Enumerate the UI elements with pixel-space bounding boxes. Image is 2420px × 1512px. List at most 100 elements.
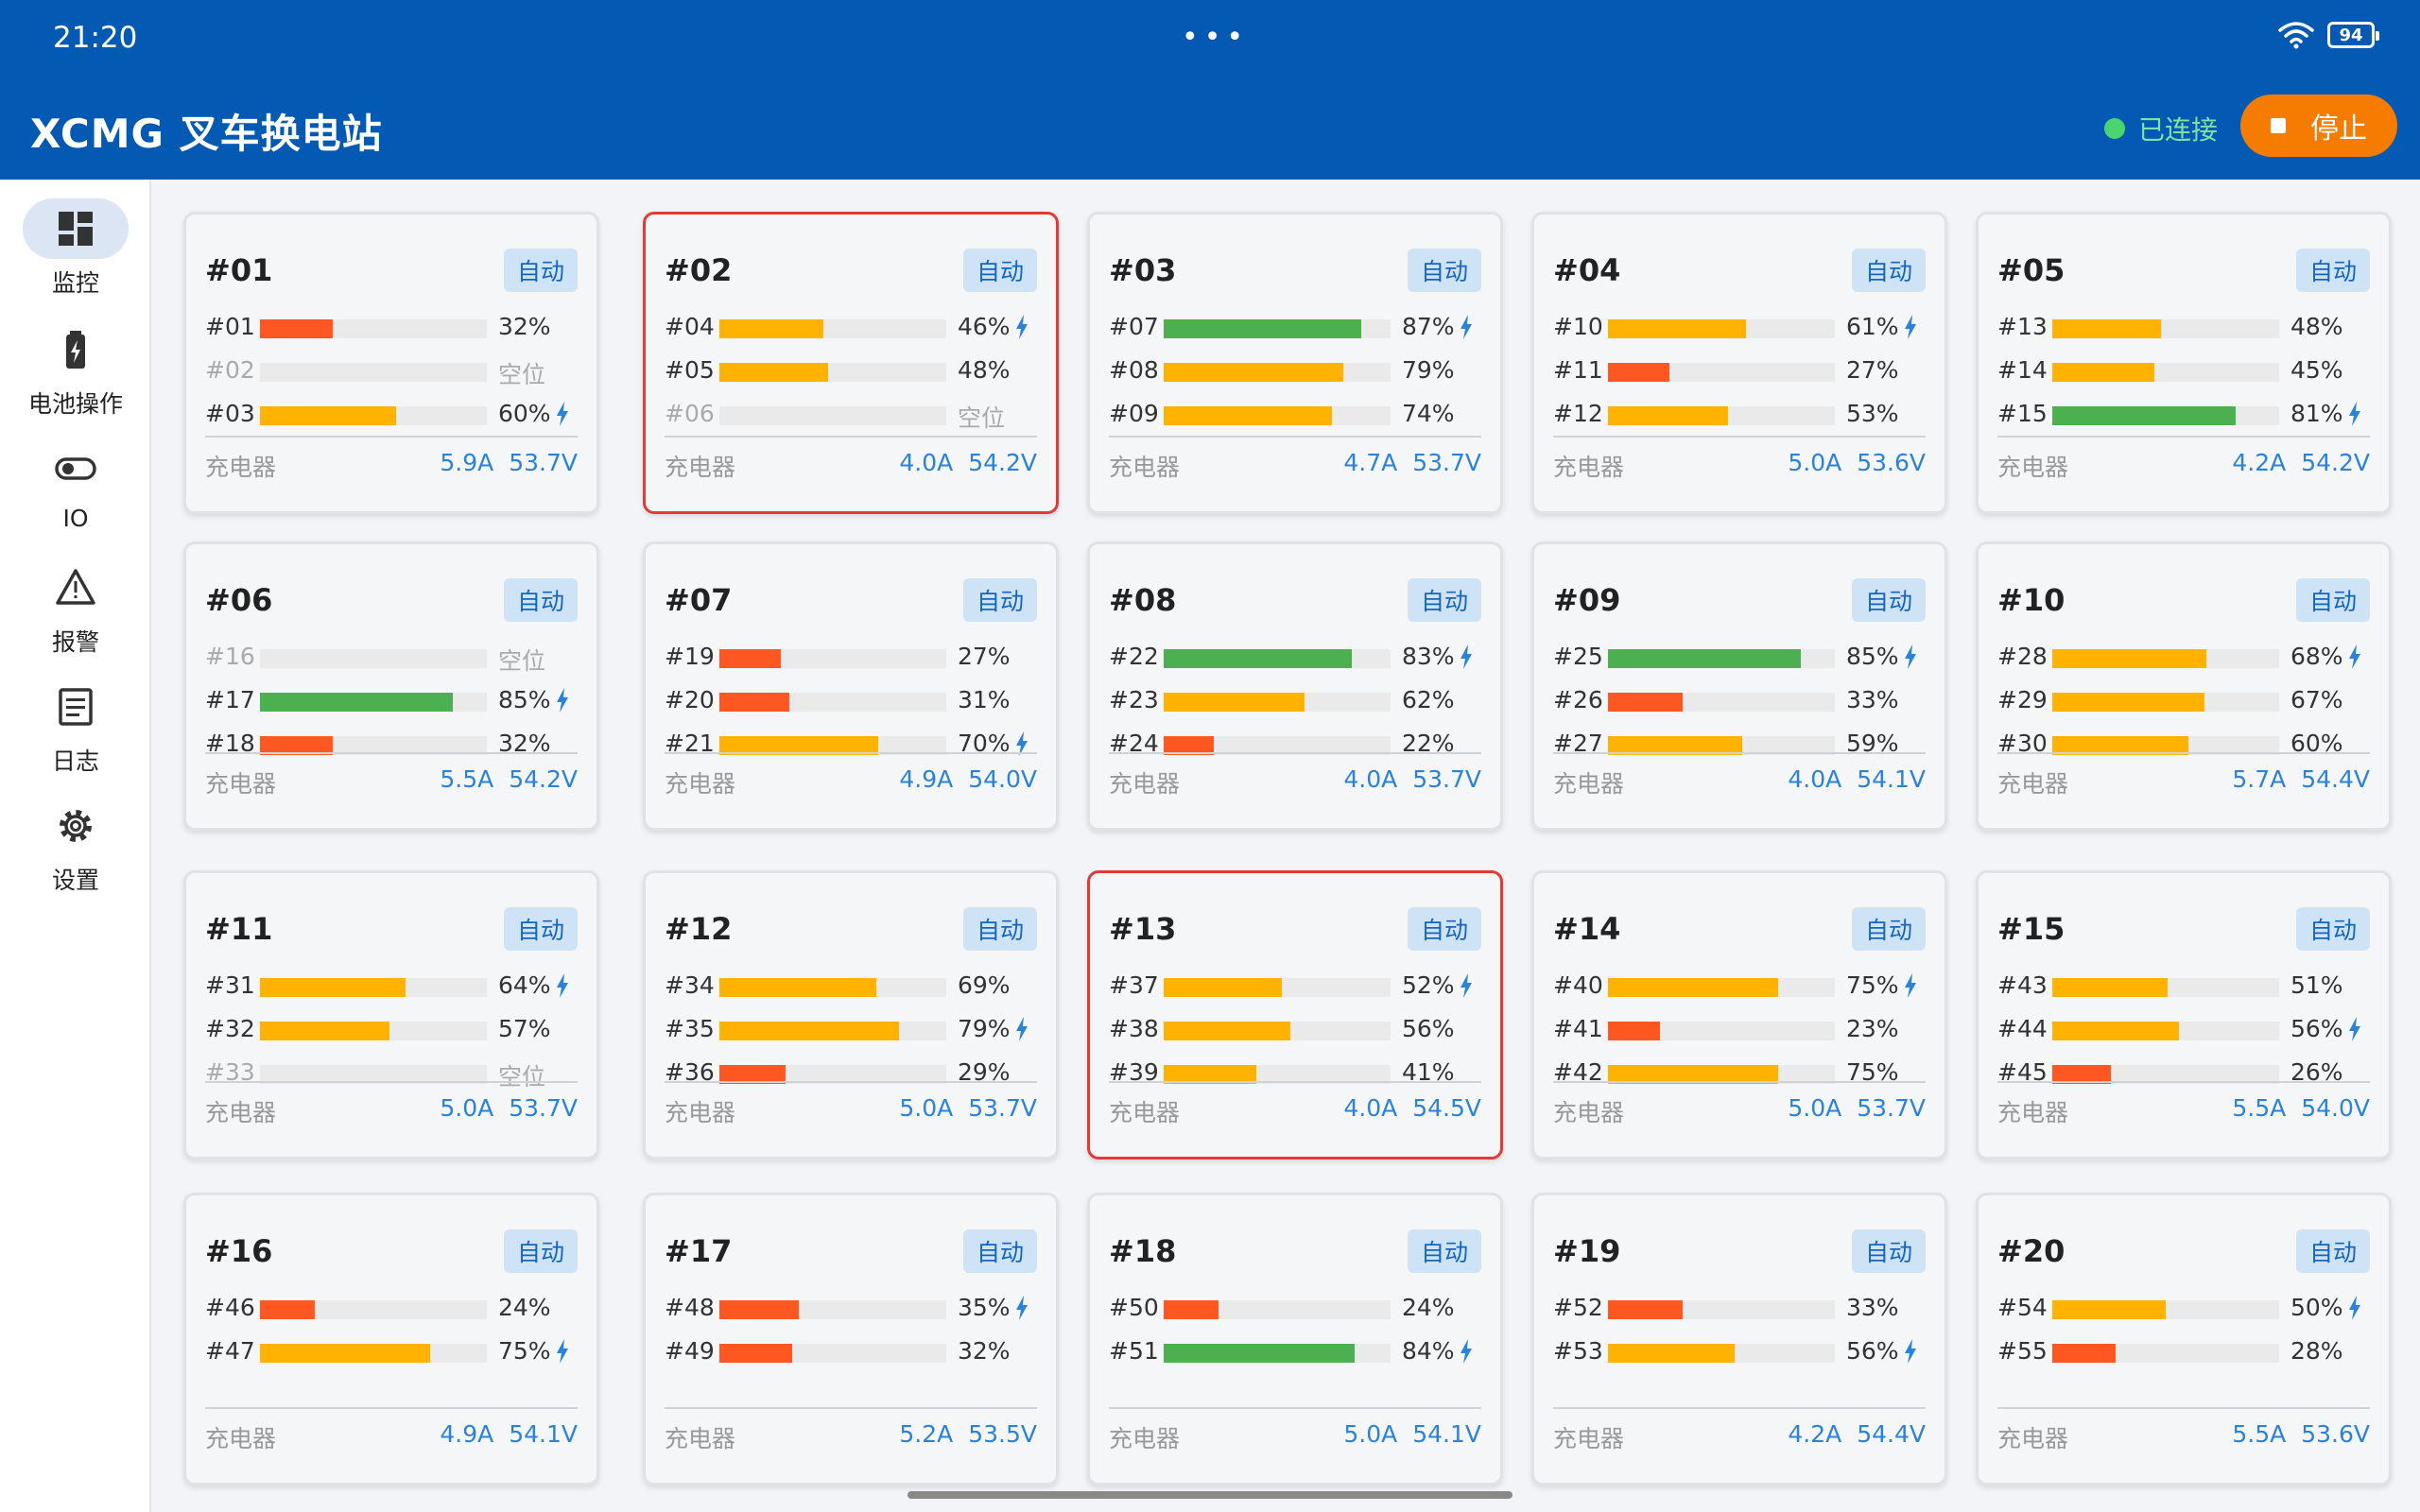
mode-badge[interactable]: 自动 bbox=[504, 1229, 578, 1273]
connection-status: 已连接 bbox=[2104, 110, 2218, 147]
charger-current: 5.2A bbox=[899, 1420, 954, 1448]
charge-bar-track bbox=[1608, 736, 1835, 755]
charger-voltage: 53.6V bbox=[2301, 1420, 2370, 1448]
charge-percent: 45% bbox=[2290, 356, 2343, 384]
station-card[interactable]: #08 自动 #22 83% #23 62% #24 22% 充电器 4.0A 53.7V bbox=[1087, 541, 1503, 831]
station-card[interactable]: #07 自动 #19 27% #20 31% #21 70% 充电器 4.9A 54.0V bbox=[643, 541, 1059, 831]
card-divider bbox=[1109, 1407, 1481, 1409]
charger-row: 充电器 5.0A 54.1V bbox=[1109, 1417, 1481, 1454]
station-card[interactable]: #17 自动 #48 35% #49 32% 充电器 5.2A 53.5V bbox=[643, 1193, 1059, 1486]
card-divider bbox=[665, 1407, 1037, 1409]
charger-label: 充电器 bbox=[665, 1099, 736, 1126]
station-card[interactable]: #09 自动 #25 85% #26 33% #27 59% 充电器 4.0A 54.1V bbox=[1531, 541, 1947, 831]
sidebar-item-io[interactable]: IO bbox=[0, 438, 151, 532]
mode-badge[interactable]: 自动 bbox=[2296, 249, 2370, 292]
battery-slot-row: #50 24% bbox=[1109, 1290, 1481, 1328]
charge-bar-fill bbox=[719, 1300, 799, 1319]
charger-row: 充电器 5.0A 53.7V bbox=[1553, 1091, 1926, 1128]
battery-slot-row: #46 24% bbox=[205, 1290, 578, 1328]
mode-badge[interactable]: 自动 bbox=[1852, 1229, 1926, 1273]
slot-id: #03 bbox=[205, 400, 255, 427]
charge-bar-track bbox=[719, 1065, 946, 1084]
charger-label: 充电器 bbox=[665, 1425, 736, 1452]
charge-bar-fill bbox=[2052, 363, 2154, 382]
station-id: #12 bbox=[665, 911, 733, 947]
battery-slot-row: #37 52% bbox=[1109, 968, 1481, 1005]
battery-slot-row: #15 81% bbox=[1997, 396, 2370, 434]
charge-bar-track bbox=[2052, 1344, 2279, 1363]
mode-badge[interactable]: 自动 bbox=[963, 1229, 1037, 1273]
station-card[interactable]: #04 自动 #10 61% #11 27% #12 53% 充电器 5.0A 53.6V bbox=[1531, 212, 1947, 514]
charger-label: 充电器 bbox=[1553, 454, 1625, 481]
charge-percent: 67% bbox=[2290, 686, 2343, 713]
station-card[interactable]: #10 自动 #28 68% #29 67% #30 60% 充电器 5.7A 54.4V bbox=[1976, 541, 2392, 831]
charge-percent: 56% bbox=[1846, 1337, 1899, 1365]
mode-badge[interactable]: 自动 bbox=[2296, 1229, 2370, 1273]
mode-badge[interactable]: 自动 bbox=[504, 907, 578, 951]
card-divider bbox=[205, 1081, 578, 1083]
mode-badge[interactable]: 自动 bbox=[963, 578, 1037, 622]
station-card[interactable]: #14 自动 #40 75% #41 23% #42 75% 充电器 5.0A 53.7V bbox=[1531, 870, 1947, 1160]
charge-bar-track bbox=[2052, 319, 2279, 338]
mode-badge[interactable]: 自动 bbox=[1408, 578, 1481, 622]
charger-row: 充电器 4.2A 54.4V bbox=[1553, 1417, 1926, 1454]
station-card[interactable]: #02 自动 #04 46% #05 48% #06 空位 充电器 4.0A 54.2V bbox=[643, 212, 1059, 514]
charge-percent: 60% bbox=[498, 400, 551, 427]
charge-bar-fill bbox=[1608, 1344, 1736, 1363]
slot-id: #07 bbox=[1109, 313, 1159, 340]
mode-badge[interactable]: 自动 bbox=[2296, 578, 2370, 622]
slot-id: #43 bbox=[1997, 971, 2048, 999]
station-card[interactable]: #03 自动 #07 87% #08 79% #09 74% 充电器 4.7A 53.7V bbox=[1087, 212, 1503, 514]
battery-slot-row: #06 空位 bbox=[665, 396, 1037, 434]
charger-voltage: 54.1V bbox=[1857, 765, 1926, 793]
charging-bolt-icon bbox=[1905, 973, 1916, 998]
charger-row: 充电器 5.9A 53.7V bbox=[205, 445, 578, 483]
station-card[interactable]: #05 自动 #13 48% #14 45% #15 81% 充电器 4.2A 54.2V bbox=[1976, 212, 2392, 514]
station-id: #18 bbox=[1109, 1233, 1177, 1269]
charge-percent: 35% bbox=[958, 1294, 1011, 1321]
charger-row: 充电器 4.2A 54.2V bbox=[1997, 445, 2370, 483]
mode-badge[interactable]: 自动 bbox=[1408, 249, 1481, 292]
charge-percent: 32% bbox=[958, 1337, 1011, 1365]
mode-badge[interactable]: 自动 bbox=[504, 578, 578, 622]
station-card[interactable]: #18 自动 #50 24% #51 84% 充电器 5.0A 54.1V bbox=[1087, 1193, 1503, 1486]
charger-row: 充电器 4.0A 54.5V bbox=[1109, 1091, 1481, 1128]
mode-badge[interactable]: 自动 bbox=[1852, 249, 1926, 292]
charge-bar-fill bbox=[719, 363, 829, 382]
charger-label: 充电器 bbox=[1997, 454, 2069, 481]
slot-id: #46 bbox=[205, 1294, 255, 1321]
station-card[interactable]: #01 自动 #01 32% #02 空位 #03 60% 充电器 5.9A 53.7V bbox=[183, 212, 599, 514]
mode-badge[interactable]: 自动 bbox=[2296, 907, 2370, 951]
charge-bar-track bbox=[2052, 363, 2279, 382]
mode-badge[interactable]: 自动 bbox=[963, 907, 1037, 951]
charge-percent: 79% bbox=[1402, 356, 1455, 384]
station-card[interactable]: #06 自动 #16 空位 #17 85% #18 32% 充电器 5.5A 54.2V bbox=[183, 541, 599, 831]
mode-badge[interactable]: 自动 bbox=[1408, 1229, 1481, 1273]
station-id: #03 bbox=[1109, 252, 1177, 288]
sidebar-item-log[interactable]: 日志 bbox=[0, 677, 151, 777]
charge-bar-track bbox=[1608, 1022, 1835, 1040]
mode-badge[interactable]: 自动 bbox=[963, 249, 1037, 292]
sidebar-item-monitor[interactable]: 监控 bbox=[0, 198, 151, 299]
mode-badge[interactable]: 自动 bbox=[1852, 578, 1926, 622]
sidebar-item-settings[interactable]: 设置 bbox=[0, 796, 151, 896]
station-card[interactable]: #20 自动 #54 50% #55 28% 充电器 5.5A 53.6V bbox=[1976, 1193, 2392, 1486]
station-card[interactable]: #15 自动 #43 51% #44 56% #45 26% 充电器 5.5A 54.0V bbox=[1976, 870, 2392, 1160]
sidebar-item-battery-ops[interactable]: 电池操作 bbox=[0, 319, 151, 420]
mode-badge[interactable]: 自动 bbox=[1852, 907, 1926, 951]
more-dots-icon[interactable]: ••• bbox=[1182, 21, 1250, 54]
charge-bar-fill bbox=[1164, 319, 1361, 338]
charger-voltage: 54.1V bbox=[1412, 1420, 1481, 1448]
mode-badge[interactable]: 自动 bbox=[504, 249, 578, 292]
sidebar-item-alarm[interactable]: 报警 bbox=[0, 558, 151, 658]
station-card[interactable]: #16 自动 #46 24% #47 75% 充电器 4.9A 54.1V bbox=[183, 1193, 599, 1486]
station-card[interactable]: #12 自动 #34 69% #35 79% #36 29% 充电器 5.0A 53.7V bbox=[643, 870, 1059, 1160]
home-indicator[interactable] bbox=[908, 1491, 1512, 1499]
station-card[interactable]: #19 自动 #52 33% #53 56% 充电器 4.2A 54.4V bbox=[1531, 1193, 1947, 1486]
battery-slot-row: #07 87% bbox=[1109, 309, 1481, 347]
stop-button[interactable]: 停止 bbox=[2240, 94, 2397, 157]
slot-id: #32 bbox=[205, 1015, 255, 1042]
station-card[interactable]: #11 自动 #31 64% #32 57% #33 空位 充电器 5.0A 53.7V bbox=[183, 870, 599, 1160]
mode-badge[interactable]: 自动 bbox=[1408, 907, 1481, 951]
station-card[interactable]: #13 自动 #37 52% #38 56% #39 41% 充电器 4.0A 54.5V bbox=[1087, 870, 1503, 1160]
